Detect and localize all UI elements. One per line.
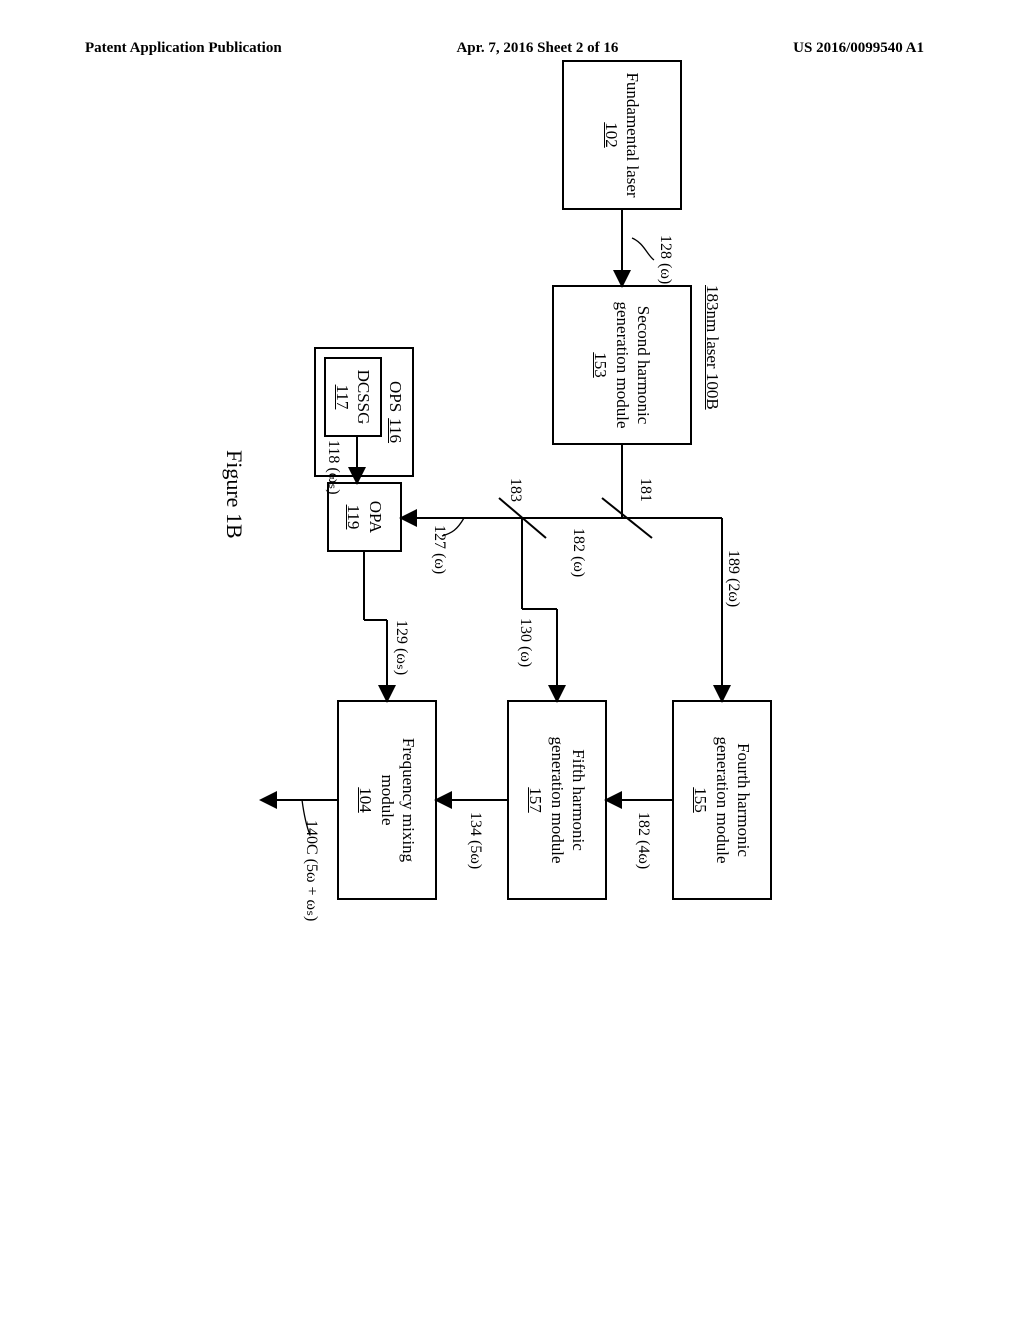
lbl-140C: 140C (5ω + ωₛ) xyxy=(302,820,322,921)
lbl-134-5w: 134 (5ω) xyxy=(466,812,484,869)
lbl-130: 130 (ω) xyxy=(516,618,534,667)
lbl-118: 118 (ωₛ) xyxy=(324,440,344,495)
header-center: Apr. 7, 2016 Sheet 2 of 16 xyxy=(456,40,618,57)
page-header: Patent Application Publication Apr. 7, 2… xyxy=(0,40,1024,57)
figure-caption: Figure 1B xyxy=(221,450,247,539)
lbl-182w: 182 (ω) xyxy=(569,528,587,577)
diagram: 183nm laser 100B Fundamental laser 102 S… xyxy=(242,60,782,920)
header-left: Patent Application Publication xyxy=(85,40,282,57)
lbl-189: 189 (2ω) xyxy=(724,550,742,607)
lbl-183: 183 xyxy=(506,478,524,502)
lbl-129: 129 (ωₛ) xyxy=(392,620,412,675)
lbl-181: 181 xyxy=(636,478,654,502)
lbl-128: 128 (ω) xyxy=(656,235,674,284)
lbl-127: 127 (ω) xyxy=(430,525,448,574)
lbl-182-4w: 182 (4ω) xyxy=(634,812,652,869)
header-right: US 2016/0099540 A1 xyxy=(793,40,924,57)
